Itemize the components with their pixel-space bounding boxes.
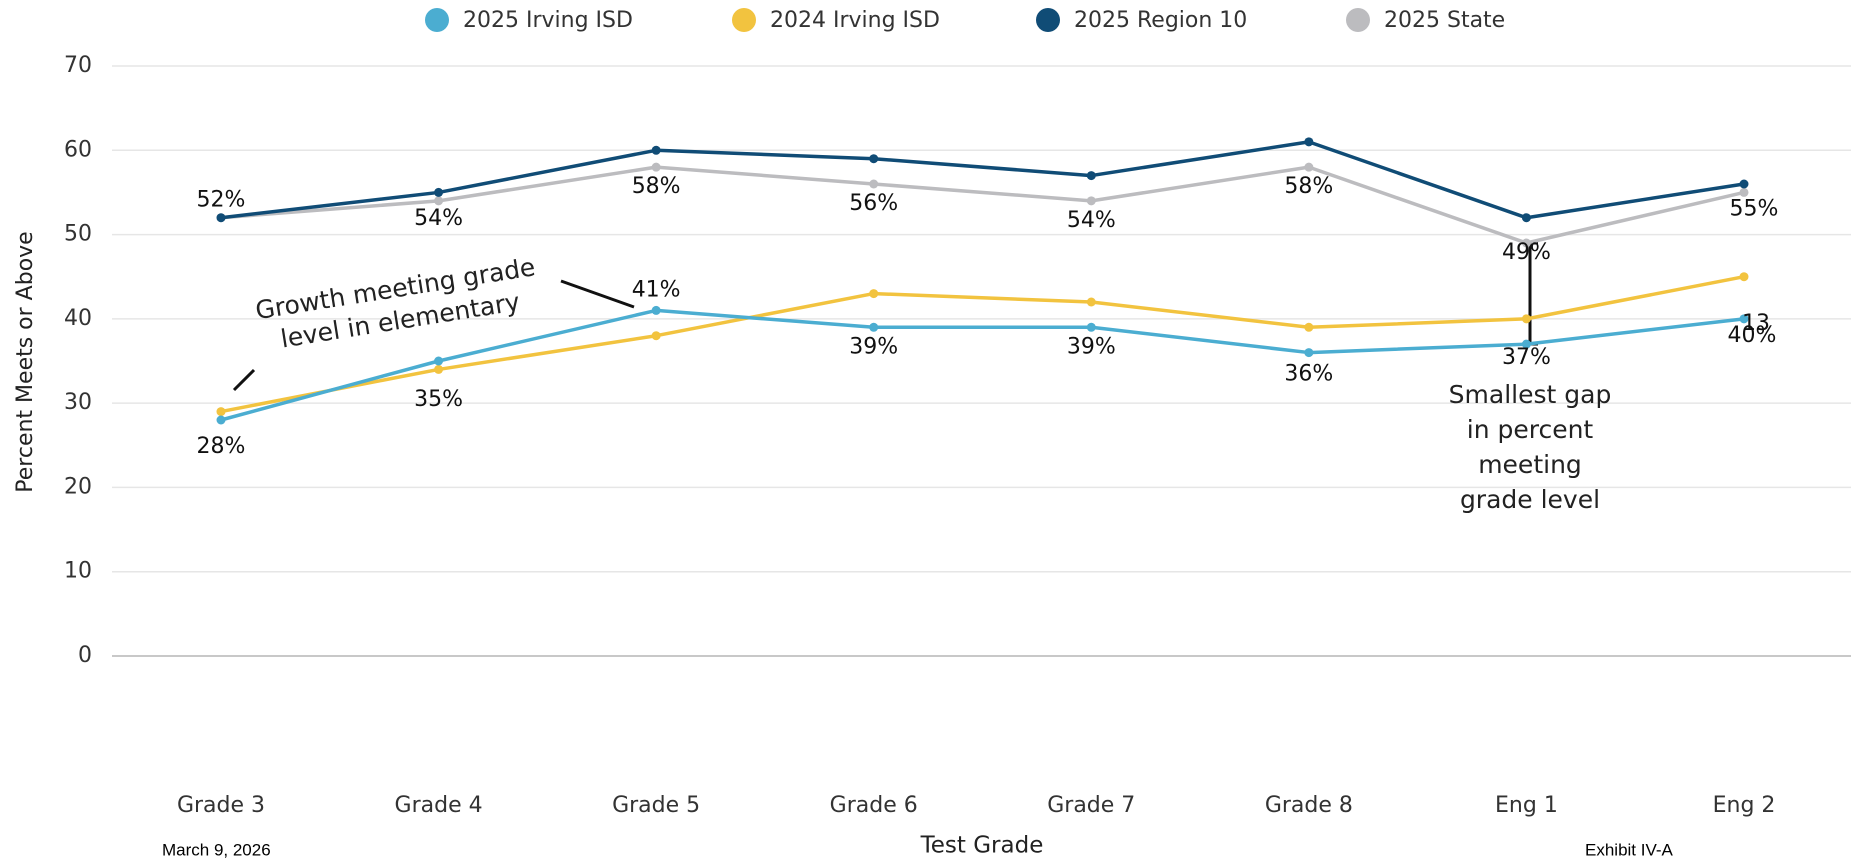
value-label: 36%: [1284, 362, 1333, 387]
x-tick-label: Grade 7: [1047, 793, 1135, 818]
value-label: 41%: [632, 277, 681, 302]
data-point: [869, 289, 879, 299]
annotation: grade level: [1460, 485, 1600, 514]
value-label: 37%: [1502, 345, 1551, 370]
y-tick-label: 50: [64, 222, 92, 247]
data-point: [216, 415, 226, 425]
value-label: 54%: [414, 206, 463, 231]
data-point: [1521, 314, 1531, 324]
x-axis-label: Test Grade: [920, 833, 1044, 859]
data-point: [869, 154, 879, 164]
value-label: 52%: [197, 188, 246, 213]
value-label: 40%: [1728, 323, 1777, 348]
value-label: 58%: [632, 174, 681, 199]
annotation-line: [232, 368, 256, 392]
legend-label: 2025 State: [1384, 8, 1505, 33]
value-label: 35%: [414, 387, 463, 412]
x-tick-label: Eng 2: [1713, 793, 1776, 818]
legend-swatch: [732, 8, 756, 32]
data-point: [869, 322, 879, 332]
y-tick-label: 70: [64, 53, 92, 78]
value-label: 54%: [1067, 208, 1116, 233]
y-tick-label: 40: [64, 306, 92, 331]
legend-label: 2025 Region 10: [1074, 8, 1247, 33]
data-point: [216, 407, 226, 417]
data-point: [1739, 314, 1749, 324]
value-label: 55%: [1730, 196, 1779, 221]
data-point: [434, 364, 444, 374]
data-point: [1086, 171, 1096, 181]
data-point: [1739, 272, 1749, 282]
footer-date: March 9, 2026: [162, 840, 271, 859]
value-label: 39%: [1067, 334, 1116, 359]
x-tick-label: Grade 8: [1265, 793, 1353, 818]
x-tick-label: Eng 1: [1495, 793, 1558, 818]
data-point: [1304, 137, 1314, 147]
y-tick-label: 0: [78, 643, 92, 668]
data-point: [651, 331, 661, 341]
data-point: [434, 187, 444, 197]
footer-exhibit: Exhibit IV-A: [1585, 840, 1674, 859]
legend-swatch: [425, 8, 449, 32]
data-point: [651, 305, 661, 315]
value-label: 28%: [197, 434, 246, 459]
value-label: 49%: [1502, 240, 1551, 265]
y-tick-label: 20: [64, 474, 92, 499]
x-tick-label: Grade 5: [612, 793, 700, 818]
value-label: 39%: [849, 334, 898, 359]
legend-swatch: [1036, 8, 1060, 32]
data-point: [1304, 322, 1314, 332]
y-tick-label: 60: [64, 137, 92, 162]
annotation-line: [560, 279, 635, 309]
y-tick-label: 10: [64, 559, 92, 584]
data-point: [651, 162, 661, 172]
legend-label: 2025 Irving ISD: [463, 8, 633, 33]
x-tick-label: Grade 4: [395, 793, 483, 818]
x-tick-label: Grade 3: [177, 793, 265, 818]
data-point: [1521, 339, 1531, 349]
annotation: Smallest gap: [1449, 380, 1612, 409]
series-line: [220, 140, 1745, 220]
data-point: [1086, 196, 1096, 206]
value-label: 56%: [849, 191, 898, 216]
legend-label: 2024 Irving ISD: [770, 8, 940, 33]
data-point: [216, 213, 226, 223]
annotation: meeting: [1478, 450, 1582, 479]
annotation: Growth meeting gradelevel in elementary: [253, 252, 542, 356]
data-point: [1086, 297, 1096, 307]
data-point: [1739, 179, 1749, 189]
data-point: [434, 356, 444, 366]
data-point: [1521, 238, 1531, 248]
y-tick-label: 30: [64, 390, 92, 415]
data-point: [651, 145, 661, 155]
data-point: [434, 196, 444, 206]
annotation: 13: [1742, 311, 1770, 336]
data-point: [1086, 322, 1096, 332]
data-point: [1304, 162, 1314, 172]
series-line: [220, 274, 1745, 414]
data-point: [1739, 187, 1749, 197]
x-tick-label: Grade 6: [830, 793, 918, 818]
annotation: in percent: [1467, 415, 1594, 444]
data-point: [1521, 213, 1531, 223]
series-line: [220, 308, 1745, 422]
series-line: [220, 165, 1745, 245]
data-point: [1304, 348, 1314, 358]
value-label: 58%: [1284, 174, 1333, 199]
data-point: [869, 179, 879, 189]
y-axis-label: Percent Meets or Above: [13, 231, 38, 492]
legend-swatch: [1346, 8, 1370, 32]
